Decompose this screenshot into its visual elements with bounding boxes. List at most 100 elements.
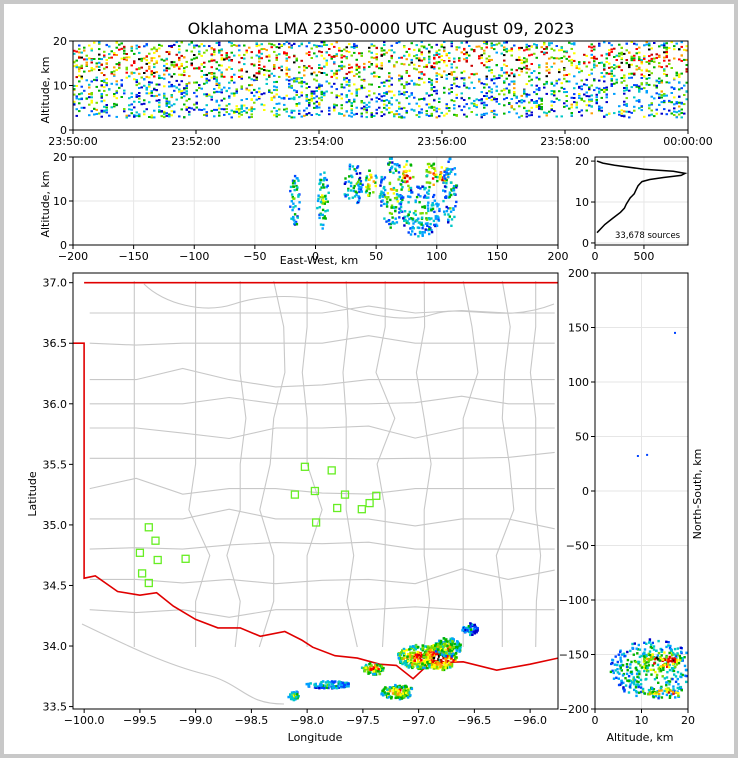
p2-cell	[358, 176, 362, 180]
p1-source-cell	[400, 83, 403, 86]
p1-source-cell	[360, 84, 363, 87]
p2-cell	[420, 221, 423, 225]
p1-source-cell	[628, 110, 631, 113]
p4-source-cell	[307, 682, 310, 686]
p2-xlabel: East-West, km	[280, 254, 358, 267]
p1-source-cell	[638, 86, 641, 89]
p1-source-cell	[488, 55, 491, 58]
p2-cell	[429, 171, 432, 174]
p2-cell	[444, 190, 447, 193]
p5-cell	[666, 665, 669, 668]
p1-source-cell	[310, 90, 313, 93]
p1-source-cell	[460, 51, 463, 54]
p1-source-cell	[563, 67, 566, 70]
p1-source-cell	[183, 87, 186, 90]
p1-source-cell	[648, 59, 651, 62]
p1-source-cell	[678, 76, 681, 78]
p1-source-cell	[203, 74, 206, 76]
p2-cell	[297, 207, 301, 211]
p1-source-cell	[315, 90, 318, 92]
p1-source-cell	[590, 46, 593, 49]
p1-source-cell	[593, 78, 596, 81]
p1-source-cell	[380, 115, 383, 117]
p5-cell	[639, 678, 643, 682]
p1-source-cell	[515, 112, 518, 115]
p1-source-cell	[275, 86, 278, 89]
p1-source-cell	[285, 41, 288, 43]
p4-source-cell	[410, 663, 414, 666]
p1-source-cell	[458, 57, 461, 60]
p1-source-cell	[380, 95, 383, 98]
p2-cell	[407, 201, 410, 204]
p1-source-cell	[350, 102, 353, 104]
p1-source-cell	[340, 60, 343, 63]
p1-source-cell	[620, 109, 623, 112]
p2-cell	[293, 188, 296, 192]
p4-source-cell	[397, 656, 401, 660]
p4-source-cell	[439, 656, 443, 659]
p1-source-cell	[320, 93, 323, 96]
p1-source-cell	[605, 86, 608, 89]
p1-source-cell	[560, 82, 563, 85]
p1-source-cell	[170, 96, 173, 99]
p2-cell	[390, 212, 393, 215]
p1-source-cell	[415, 44, 418, 47]
p1-source-cell	[355, 88, 358, 91]
p1-source-cell	[145, 86, 148, 89]
p1-source-cell	[220, 108, 223, 111]
p1-source-cell	[535, 46, 538, 49]
p1-source-cell	[398, 113, 401, 116]
p1-source-cell	[443, 91, 446, 94]
p1-source-cell	[238, 109, 241, 112]
p2-cell	[401, 186, 404, 189]
p1-source-cell	[368, 105, 371, 108]
p3-ytick-label-1: 10	[575, 196, 589, 209]
p1-source-cell	[423, 81, 426, 84]
p1-source-cell	[315, 45, 318, 48]
p1-source-cell	[653, 84, 656, 87]
p1-source-cell	[140, 59, 143, 62]
p1-source-cell	[543, 111, 546, 114]
p1-source-cell	[683, 112, 686, 115]
p2-cell	[292, 215, 295, 219]
p1-source-cell	[670, 41, 673, 44]
p2-cell	[326, 209, 329, 212]
p1-source-cell	[635, 48, 638, 50]
p1-source-cell	[335, 53, 338, 56]
p1-source-cell	[508, 83, 511, 86]
p5-cell	[634, 660, 638, 664]
p2-cell	[411, 219, 414, 222]
p5-cell	[622, 686, 625, 689]
p1-source-cell	[640, 105, 643, 108]
p4-source-cell	[425, 658, 428, 662]
p1-source-cell	[350, 70, 353, 73]
p1-source-cell	[660, 81, 663, 84]
p1-source-cell	[448, 109, 451, 112]
p1-source-cell	[100, 72, 103, 74]
p1-source-cell	[375, 63, 378, 66]
p1-source-cell	[100, 58, 103, 61]
p1-source-cell	[490, 95, 493, 98]
p1-source-cell	[358, 67, 361, 70]
p2-cell	[374, 184, 377, 188]
p2-cell	[447, 221, 450, 224]
p1-source-cell	[350, 54, 353, 57]
p2-cell	[418, 226, 421, 230]
p4-xtick-label-1: −99.5	[123, 714, 157, 727]
p1-source-cell	[598, 79, 601, 82]
p1-source-cell	[235, 90, 238, 93]
p1-source-cell	[548, 57, 551, 60]
p1-source-cell	[268, 55, 271, 58]
p2-cell	[448, 168, 451, 171]
p1-source-cell	[678, 110, 681, 113]
p1-source-cell	[623, 52, 626, 55]
p1-source-cell	[315, 113, 318, 116]
p1-source-cell	[678, 101, 681, 104]
p2-cell	[434, 169, 437, 173]
p2-cell	[427, 217, 431, 220]
p1-source-cell	[165, 102, 168, 105]
p1-source-cell	[415, 54, 418, 57]
p1-source-cell	[230, 75, 233, 78]
p4-source-cell	[458, 646, 462, 650]
p1-source-cell	[548, 71, 551, 74]
